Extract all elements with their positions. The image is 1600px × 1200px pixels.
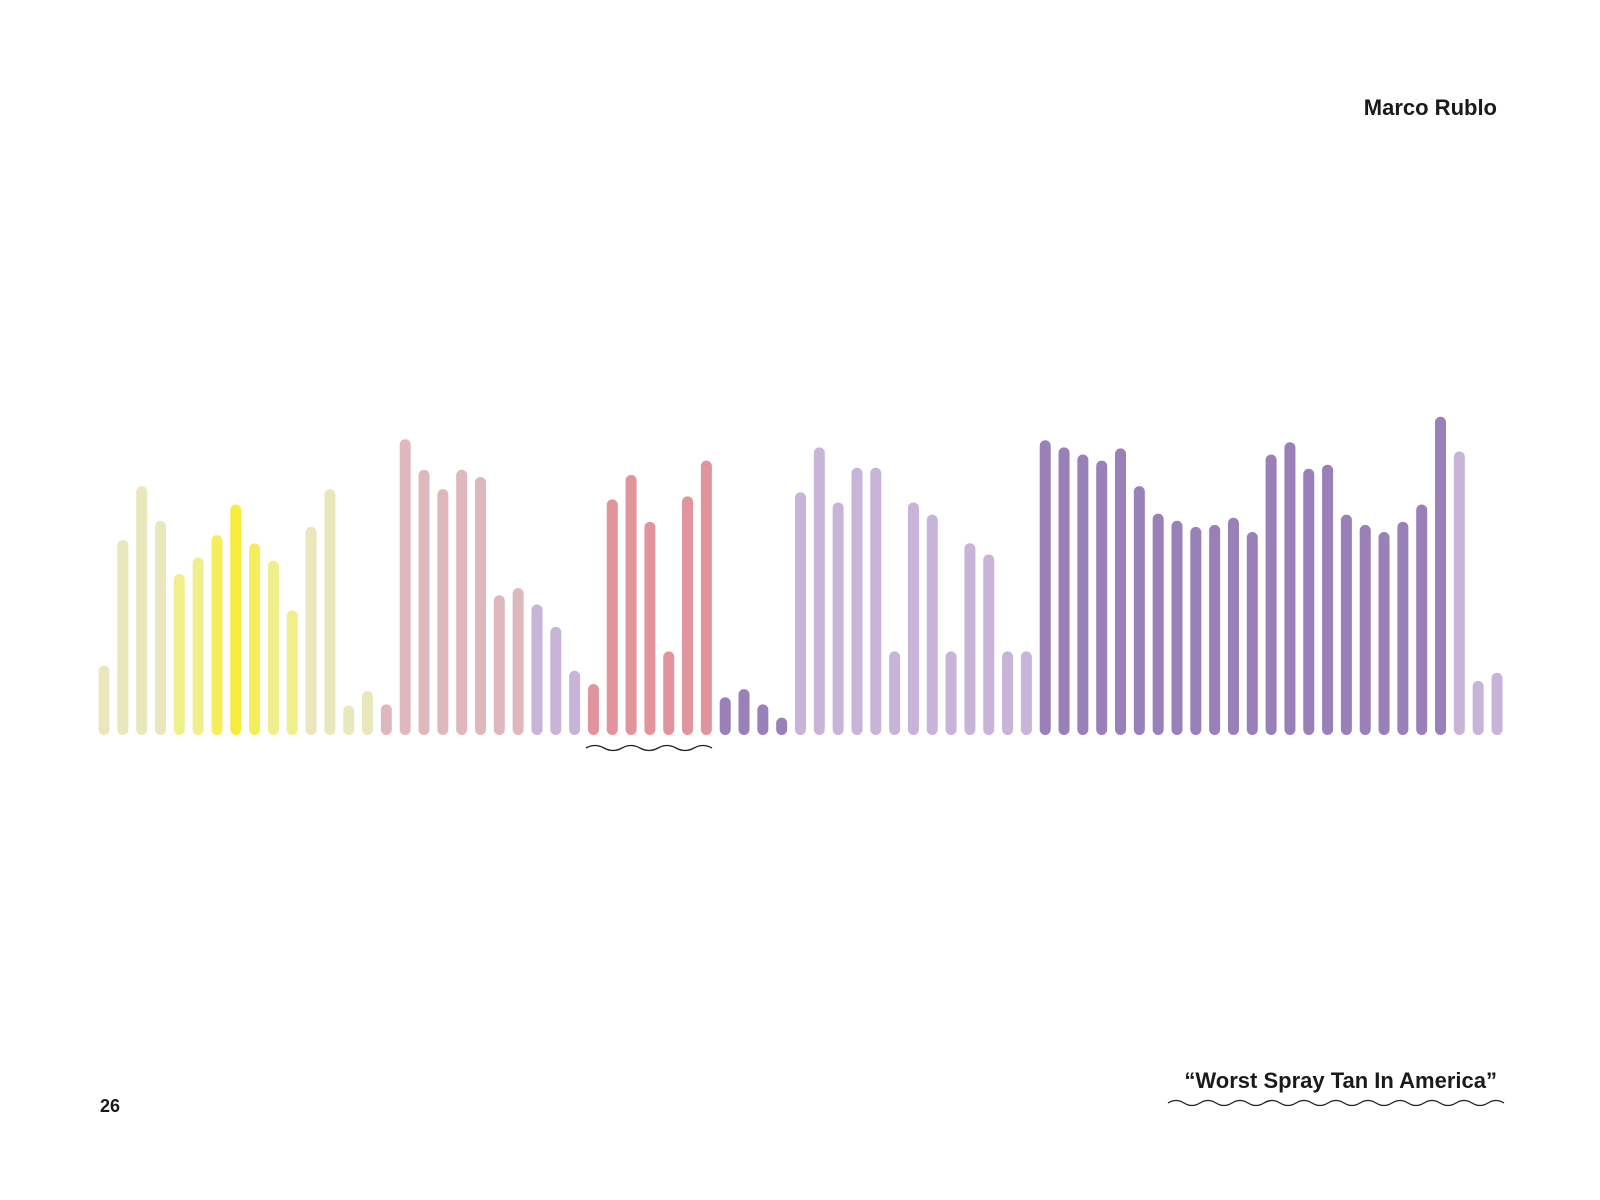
bar bbox=[1020, 651, 1032, 735]
bar bbox=[719, 697, 731, 735]
bar bbox=[1397, 521, 1409, 735]
bar bbox=[117, 540, 129, 735]
bar bbox=[1435, 416, 1447, 735]
bar bbox=[1453, 451, 1465, 735]
bar bbox=[889, 651, 901, 735]
bar bbox=[286, 610, 298, 735]
wavy-underline bbox=[585, 744, 713, 752]
bar bbox=[230, 504, 242, 735]
bar bbox=[587, 684, 599, 735]
bar bbox=[700, 460, 712, 735]
bar bbox=[795, 492, 806, 735]
bar bbox=[870, 467, 882, 735]
bar bbox=[1077, 454, 1089, 735]
bar bbox=[1190, 526, 1202, 735]
bar bbox=[1246, 532, 1258, 735]
bar bbox=[757, 704, 769, 735]
bar bbox=[983, 554, 995, 735]
bar bbox=[1227, 517, 1239, 735]
bar bbox=[1472, 680, 1484, 735]
wavy-underline bbox=[1167, 1099, 1505, 1107]
bar bbox=[512, 588, 524, 735]
bar bbox=[474, 476, 486, 735]
bar bbox=[1209, 524, 1221, 735]
bar bbox=[324, 489, 336, 735]
bar bbox=[1133, 486, 1145, 735]
bar bbox=[738, 689, 750, 735]
bar bbox=[945, 651, 957, 735]
bar bbox=[1171, 520, 1183, 735]
bar bbox=[964, 543, 976, 735]
bar bbox=[98, 665, 110, 735]
bar bbox=[136, 486, 148, 735]
bar bbox=[663, 651, 675, 735]
bar bbox=[776, 717, 788, 735]
bar bbox=[550, 626, 562, 735]
bar bbox=[1322, 464, 1334, 735]
annotation: “Worst Spray Tan In America” bbox=[1184, 1068, 1497, 1093]
bar bbox=[1002, 651, 1014, 735]
bar bbox=[813, 447, 825, 735]
bar bbox=[192, 557, 204, 735]
bar bbox=[1115, 448, 1127, 735]
bar bbox=[418, 469, 430, 735]
bar bbox=[437, 489, 449, 735]
bar bbox=[1340, 514, 1352, 735]
bar bbox=[267, 560, 279, 735]
bar bbox=[606, 499, 618, 735]
bar bbox=[644, 521, 656, 735]
bar bbox=[682, 496, 694, 735]
bar bbox=[362, 691, 374, 735]
bar bbox=[1284, 442, 1296, 735]
bar bbox=[531, 604, 543, 735]
bar bbox=[456, 469, 468, 735]
bar bbox=[1039, 440, 1051, 735]
title: Marco Rublo bbox=[1364, 95, 1497, 120]
bar bbox=[380, 704, 392, 735]
bar bbox=[343, 705, 355, 735]
bar bbox=[1265, 454, 1277, 735]
bar bbox=[1359, 524, 1371, 735]
bar bbox=[569, 670, 581, 735]
page-number: 26 bbox=[100, 1096, 120, 1116]
bar bbox=[305, 526, 317, 735]
bar bbox=[1491, 672, 1503, 735]
bar bbox=[926, 514, 938, 735]
bar bbox=[173, 573, 185, 735]
bar bbox=[493, 595, 505, 735]
bar bbox=[399, 439, 411, 735]
bar bbox=[1096, 460, 1108, 735]
bar bbox=[249, 543, 261, 735]
bar bbox=[154, 520, 166, 735]
bar bbox=[1303, 468, 1315, 735]
bar bbox=[832, 502, 844, 735]
bar bbox=[851, 467, 863, 735]
bar bbox=[211, 535, 223, 735]
bar bbox=[1058, 447, 1070, 735]
bar bbox=[625, 474, 637, 735]
bar bbox=[1152, 513, 1164, 735]
bar bbox=[1416, 504, 1428, 735]
bar bbox=[907, 502, 919, 735]
bar bbox=[1378, 532, 1390, 735]
